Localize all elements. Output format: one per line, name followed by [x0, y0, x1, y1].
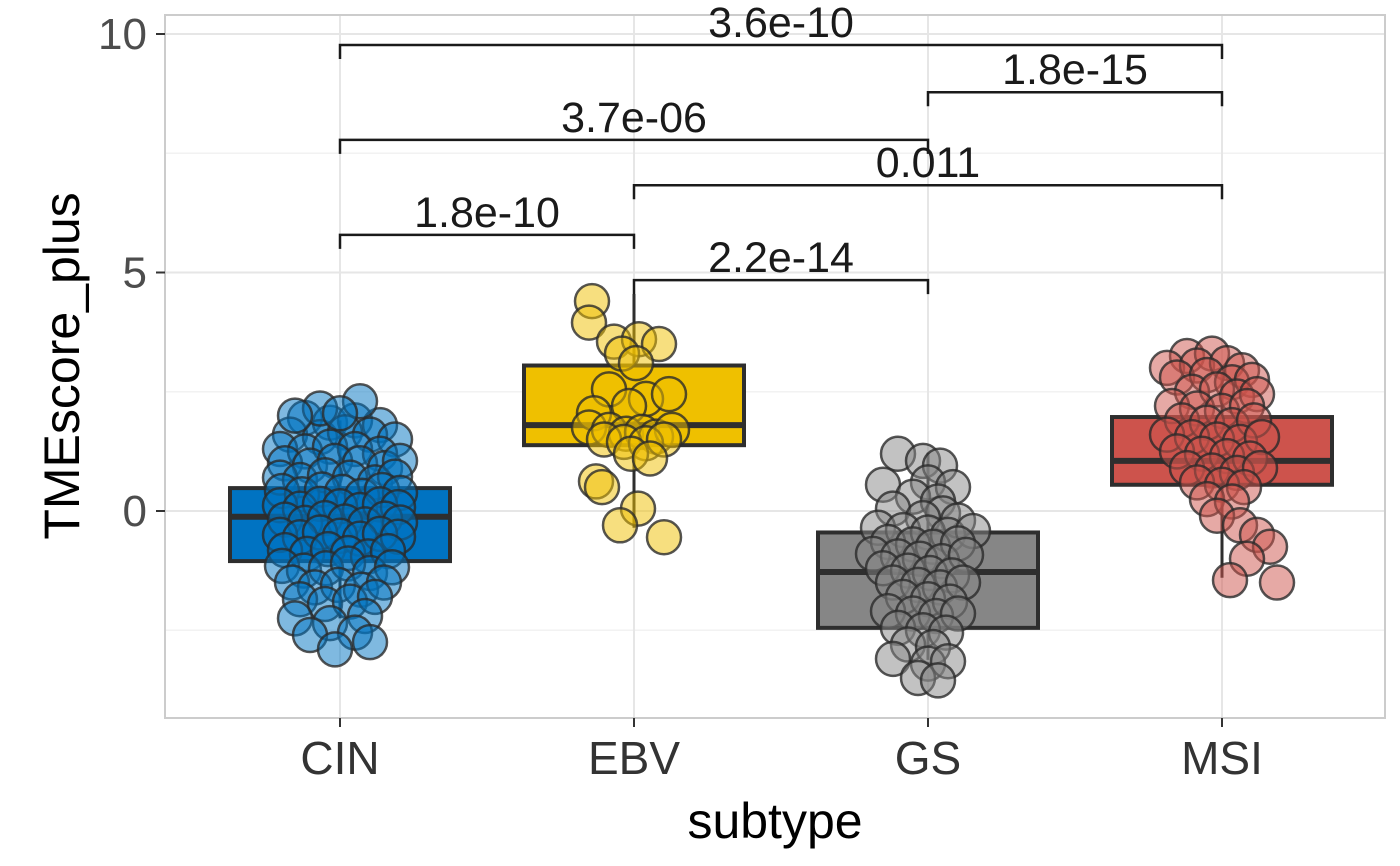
- jitter-point-CIN: [351, 623, 389, 661]
- jitter-point-CIN: [276, 397, 314, 434]
- jitter-point-EBV: [617, 344, 655, 382]
- significance-bracket: [338, 43, 1224, 59]
- panel-border: [164, 14, 1386, 719]
- y-tick-label: 0: [123, 487, 147, 536]
- p-value-label: 1.8e-15: [1002, 46, 1148, 94]
- jitter-point-GS: [919, 662, 957, 699]
- p-value-label: 3.7e-06: [561, 94, 707, 142]
- jitter-point-EBV: [601, 507, 639, 544]
- jitter-point-MSI: [1211, 561, 1249, 599]
- p-value-label: 3.6e-10: [708, 0, 854, 47]
- jitter-point-MSI: [1258, 564, 1296, 601]
- jitter-point-EBV: [650, 375, 688, 413]
- p-value-label: 2.2e-14: [708, 234, 854, 282]
- y-tick-label: 5: [123, 249, 147, 298]
- jitter-point-CIN: [316, 631, 354, 668]
- y-axis-title: TMEscore_plus: [34, 192, 90, 540]
- x-tick-label: MSI: [1181, 732, 1263, 784]
- significance-bracket: [338, 233, 636, 249]
- p-value-label: 1.8e-10: [414, 189, 560, 237]
- y-tick-label: 10: [98, 10, 147, 59]
- significance-bracket: [338, 138, 930, 154]
- significance-bracket: [926, 90, 1224, 107]
- jitter-point-EBV: [631, 440, 669, 477]
- jitter-point-CIN: [321, 394, 359, 432]
- x-tick-label: EBV: [588, 732, 680, 784]
- x-tick-label: GS: [895, 732, 961, 784]
- significance-bracket: [632, 278, 930, 295]
- x-axis-title: subtype: [687, 793, 863, 849]
- p-value-label: 0.011: [876, 139, 980, 187]
- jitter-point-GS: [874, 640, 912, 678]
- significance-bracket: [632, 183, 1224, 200]
- jitter-point-EBV: [583, 468, 621, 506]
- jitter-point-EBV: [570, 304, 608, 341]
- x-tick-label: CIN: [300, 732, 379, 784]
- jitter-point-EBV: [645, 518, 683, 556]
